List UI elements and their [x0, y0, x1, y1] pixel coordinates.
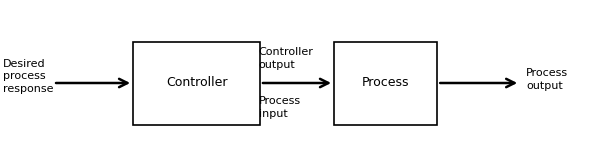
Text: Process: Process [362, 77, 410, 89]
Bar [133, 42, 260, 124]
Text: Process
output: Process output [526, 69, 568, 91]
Text: Process
input: Process input [258, 96, 301, 119]
Text: Desired
process
response: Desired process response [3, 59, 53, 94]
Text: Controller
output: Controller output [258, 47, 313, 70]
Bar [334, 42, 437, 124]
Text: Controller: Controller [165, 77, 228, 89]
